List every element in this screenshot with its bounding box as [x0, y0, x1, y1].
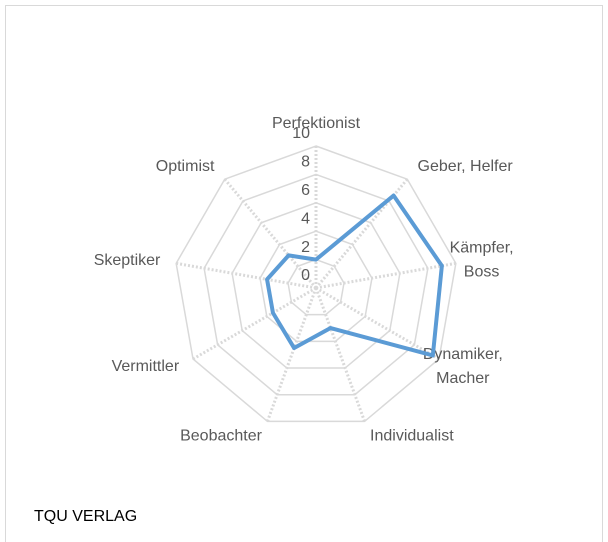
spoke — [175, 261, 317, 290]
footer: TQU VERLAG — [34, 508, 137, 525]
series-line — [265, 193, 444, 358]
grid-ring — [175, 145, 457, 423]
category-label: Kämpfer, Boss — [450, 240, 514, 281]
category-label: Vermittler — [112, 358, 180, 375]
category-label: Optimist — [156, 158, 215, 175]
category-label: Skeptiker — [94, 252, 161, 269]
spoke — [315, 261, 457, 290]
category-label: Individualist — [370, 428, 454, 445]
spoke — [314, 287, 366, 422]
category-label: Beobachter — [180, 428, 263, 445]
r-tick-label: 8 — [301, 154, 310, 171]
spoke — [266, 287, 318, 422]
r-tick-label: 4 — [301, 210, 310, 227]
grid-ring — [259, 230, 373, 343]
spoke — [315, 286, 440, 361]
category-label: Dynamiker, Macher — [423, 346, 503, 387]
r-tick-label: 2 — [301, 239, 310, 256]
chart-border — [5, 5, 603, 542]
grid-ring — [287, 258, 345, 316]
category-label: Geber, Helfer — [418, 158, 514, 175]
grid-ring — [203, 173, 429, 396]
r-tick-label: 0 — [301, 267, 310, 284]
category-label: Perfektionist — [272, 115, 361, 132]
r-tick-label: 6 — [301, 182, 310, 199]
grid-ring — [231, 202, 401, 369]
r-tick-label: 10 — [292, 125, 310, 142]
